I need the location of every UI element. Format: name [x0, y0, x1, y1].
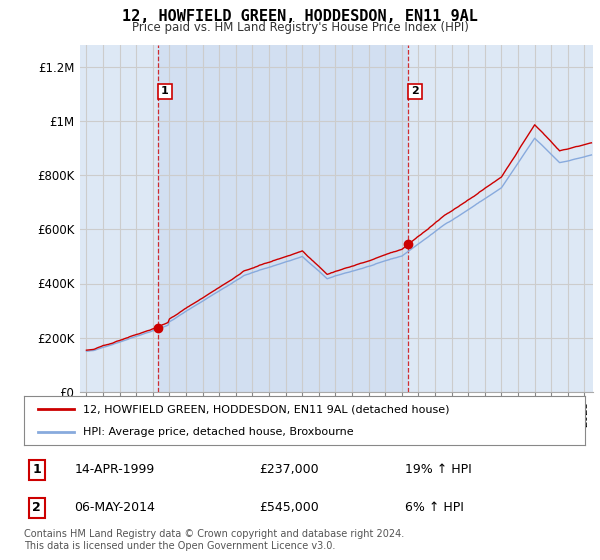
Text: 6% ↑ HPI: 6% ↑ HPI	[406, 501, 464, 514]
Text: Contains HM Land Registry data © Crown copyright and database right 2024.
This d: Contains HM Land Registry data © Crown c…	[24, 529, 404, 551]
Text: 12, HOWFIELD GREEN, HODDESDON, EN11 9AL (detached house): 12, HOWFIELD GREEN, HODDESDON, EN11 9AL …	[83, 404, 449, 414]
Text: 12, HOWFIELD GREEN, HODDESDON, EN11 9AL: 12, HOWFIELD GREEN, HODDESDON, EN11 9AL	[122, 9, 478, 24]
Text: HPI: Average price, detached house, Broxbourne: HPI: Average price, detached house, Brox…	[83, 427, 353, 437]
Text: £237,000: £237,000	[260, 463, 319, 476]
Text: Price paid vs. HM Land Registry's House Price Index (HPI): Price paid vs. HM Land Registry's House …	[131, 21, 469, 34]
Text: 14-APR-1999: 14-APR-1999	[74, 463, 155, 476]
Text: 2: 2	[32, 501, 41, 514]
Text: 06-MAY-2014: 06-MAY-2014	[74, 501, 155, 514]
Text: £545,000: £545,000	[260, 501, 319, 514]
Text: 19% ↑ HPI: 19% ↑ HPI	[406, 463, 472, 476]
Text: 1: 1	[161, 86, 169, 96]
Text: 1: 1	[32, 463, 41, 476]
Bar	[158, 45, 407, 392]
Text: 2: 2	[411, 86, 419, 96]
